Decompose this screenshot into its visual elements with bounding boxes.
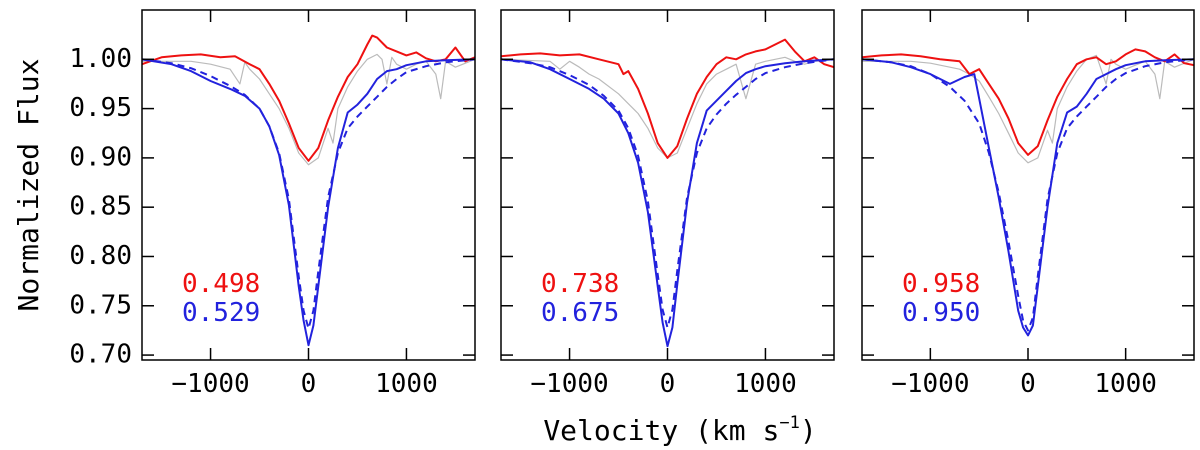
panel-2-series xyxy=(501,38,834,348)
series-blue-solid xyxy=(142,58,475,347)
y-tick-label: 0.80 xyxy=(69,241,132,271)
panel-1: 0.70 0.75 0.80 0.85 0.90 0.95 1.00 −1000 0 1000 0.… xyxy=(69,9,476,399)
phase-label-red: 0.958 xyxy=(902,269,980,299)
phase-label-blue: 0.529 xyxy=(182,298,260,328)
y-tick-label: 0.70 xyxy=(69,340,132,370)
x-axis-label-close: ) xyxy=(800,414,817,447)
x-tick-label: 1000 xyxy=(1094,369,1157,399)
x-tick-label: 1000 xyxy=(734,369,797,399)
phase-label-blue: 0.675 xyxy=(541,298,619,328)
series-blue-solid xyxy=(862,58,1194,337)
y-tick-label: 1.00 xyxy=(69,44,132,74)
phase-label-blue: 0.950 xyxy=(902,298,980,328)
series-gray-solid xyxy=(501,56,834,159)
y-tick-label: 0.85 xyxy=(69,192,132,222)
series-blue-dashed xyxy=(142,58,475,330)
phase-label-red: 0.738 xyxy=(541,269,619,299)
phase-label-red: 0.498 xyxy=(182,269,260,299)
y-tick-label: 0.90 xyxy=(69,142,132,172)
chart-panels: 0.70 0.75 0.80 0.85 0.90 0.95 1.00 −1000 0 1000 0.… xyxy=(69,9,1195,399)
x-axis-label-exponent: −1 xyxy=(779,413,799,433)
series-red-solid xyxy=(862,48,1194,156)
series-red-solid xyxy=(501,38,834,159)
panel-3-series xyxy=(862,48,1194,337)
x-tick-label: −1000 xyxy=(530,369,608,399)
series-blue-solid xyxy=(501,58,834,348)
x-tick-label: −1000 xyxy=(171,369,249,399)
x-tick-label: −1000 xyxy=(891,369,969,399)
series-blue-dashed xyxy=(501,58,834,329)
series-gray-solid xyxy=(862,54,1194,164)
y-tick-label: 0.95 xyxy=(69,93,132,123)
series-red-solid xyxy=(142,34,475,162)
series-blue-dashed xyxy=(862,58,1194,332)
panel-1-series xyxy=(142,34,475,347)
y-axis-label: Normalized Flux xyxy=(12,59,45,312)
x-tick-label: 1000 xyxy=(375,369,438,399)
x-tick-label: 0 xyxy=(660,369,676,399)
x-axis-label: Velocity (km s−1) xyxy=(543,413,816,447)
x-tick-label: 0 xyxy=(301,369,317,399)
x-tick-label: 0 xyxy=(1020,369,1036,399)
x-axis-label-main: Velocity (km s xyxy=(543,414,779,447)
y-tick-label: 0.75 xyxy=(69,290,132,320)
